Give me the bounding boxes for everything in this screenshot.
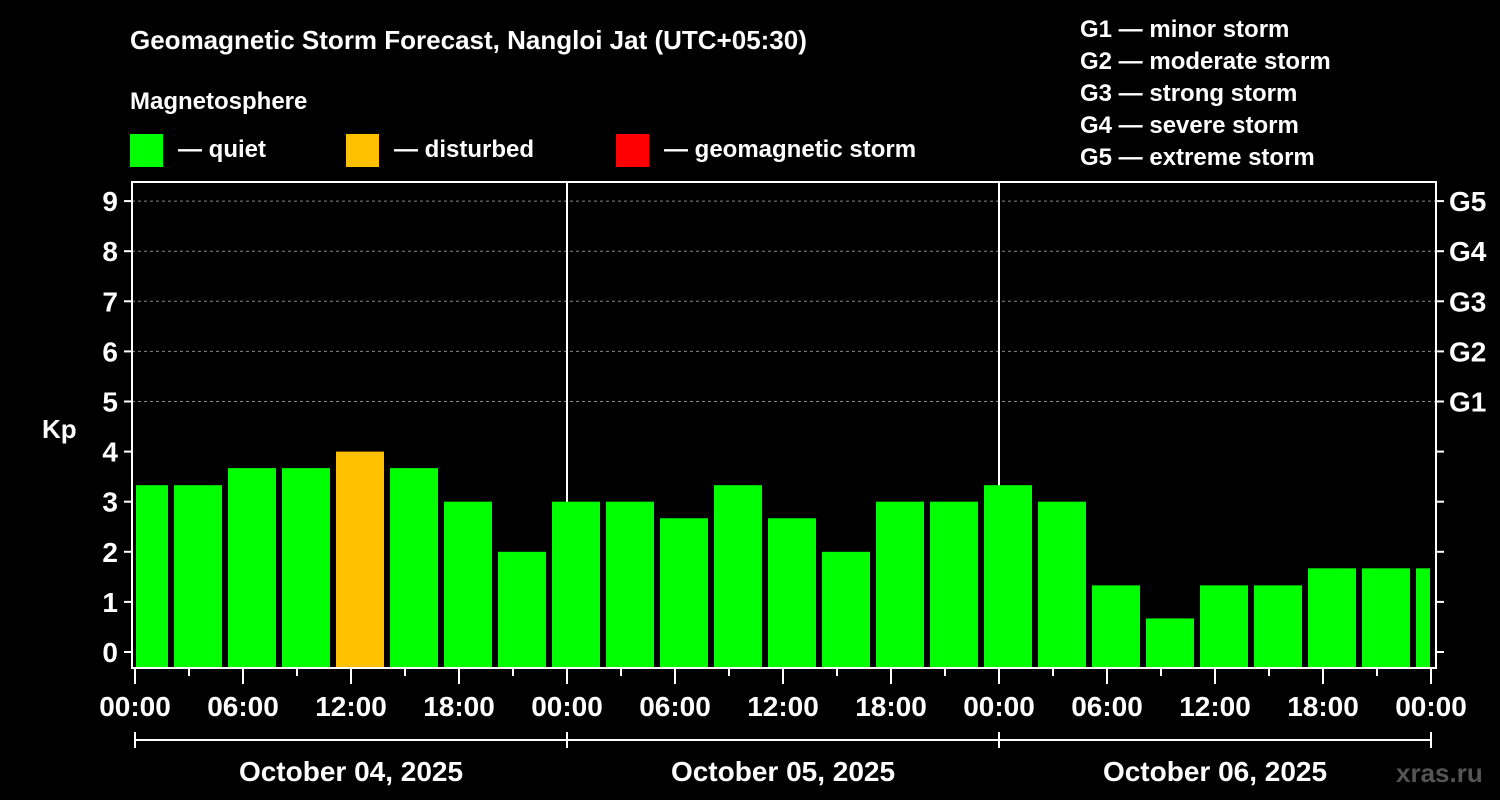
scale-legend-item: G1 — minor storm (1080, 16, 1289, 43)
storm-scale-legend: G1 — minor storm G2 — moderate storm G3 — … (1080, 16, 1331, 171)
scale-legend-item: G5 — extreme storm (1080, 144, 1315, 171)
kp-bar (1200, 585, 1248, 668)
scale-legend-item: G4 — severe storm (1080, 112, 1299, 139)
kp-bar (1038, 501, 1086, 668)
axes: 0 1 2 3 4 5 6 7 8 9 G1 G2 G3 G4 G5 00:00 06:00 12:00 18:00… (99, 181, 1487, 787)
g-scale-label: G3 (1449, 286, 1486, 317)
date-label: October 06, 2025 (1103, 756, 1327, 787)
x-tick-label: 00:00 (99, 691, 171, 722)
scale-legend-item: G3 — strong storm (1080, 80, 1297, 107)
legend-label-2: — geomagnetic storm (664, 136, 916, 163)
y-tick-label: 9 (102, 186, 118, 217)
y-tick-label: 8 (102, 236, 118, 267)
y-tick-label: 6 (102, 336, 118, 367)
x-tick-label: 00:00 (963, 691, 1035, 722)
legend-swatch-2 (616, 134, 649, 167)
kp-bar (552, 501, 600, 668)
watermark: xras.ru (1396, 758, 1483, 788)
g-scale-label: G4 (1449, 236, 1487, 267)
x-tick-label: 18:00 (855, 691, 927, 722)
kp-bar (336, 451, 384, 668)
g-scale-label: G1 (1449, 387, 1486, 418)
y-tick-label: 1 (102, 587, 118, 618)
legend-label-1: — disturbed (394, 136, 534, 163)
y-tick-label: 5 (102, 387, 118, 418)
date-label: October 04, 2025 (239, 756, 463, 787)
kp-bar (136, 485, 168, 668)
kp-bar (228, 468, 276, 668)
g-scale-label: G2 (1449, 336, 1486, 367)
legend-swatch-1 (346, 134, 379, 167)
kp-bar (876, 501, 924, 668)
kp-bar (498, 551, 546, 668)
x-tick-label: 00:00 (531, 691, 603, 722)
y-tick-label: 4 (102, 437, 118, 468)
kp-bar (1416, 568, 1430, 668)
date-label: October 05, 2025 (671, 756, 895, 787)
bars (136, 451, 1430, 668)
scale-legend-item: G2 — moderate storm (1080, 48, 1331, 75)
x-tick-label: 18:00 (423, 691, 495, 722)
kp-bar (444, 501, 492, 668)
kp-bar (1092, 585, 1140, 668)
y-tick-label: 3 (102, 487, 118, 518)
x-tick-label: 06:00 (207, 691, 279, 722)
kp-bar (390, 468, 438, 668)
kp-bar (930, 501, 978, 668)
kp-bar (660, 518, 708, 668)
x-tick-label: 12:00 (1179, 691, 1251, 722)
kp-bar (282, 468, 330, 668)
legend-label-0: — quiet (178, 136, 266, 163)
kp-bar (1362, 568, 1410, 668)
x-tick-label: 00:00 (1395, 691, 1467, 722)
kp-bar (1146, 618, 1194, 668)
y-tick-label: 2 (102, 537, 118, 568)
x-tick-label: 06:00 (639, 691, 711, 722)
y-axis-label: Kp (42, 414, 77, 444)
x-tick-label: 12:00 (315, 691, 387, 722)
kp-bar (984, 485, 1032, 668)
kp-bar (1254, 585, 1302, 668)
chart-title: Geomagnetic Storm Forecast, Nangloi Jat … (130, 25, 807, 55)
y-tick-label: 7 (102, 286, 118, 317)
kp-bar (822, 551, 870, 668)
chart-subtitle: Magnetosphere (130, 88, 307, 115)
legend: — quiet — disturbed — geomagnetic storm (130, 134, 916, 167)
legend-swatch-0 (130, 134, 163, 167)
x-tick-label: 06:00 (1071, 691, 1143, 722)
kp-bar (714, 485, 762, 668)
g-scale-label: G5 (1449, 186, 1486, 217)
kp-bar (768, 518, 816, 668)
x-tick-label: 18:00 (1287, 691, 1359, 722)
kp-bar (1308, 568, 1356, 668)
kp-bar (174, 485, 222, 668)
kp-bar (606, 501, 654, 668)
y-tick-label: 0 (102, 637, 118, 668)
x-tick-label: 12:00 (747, 691, 819, 722)
